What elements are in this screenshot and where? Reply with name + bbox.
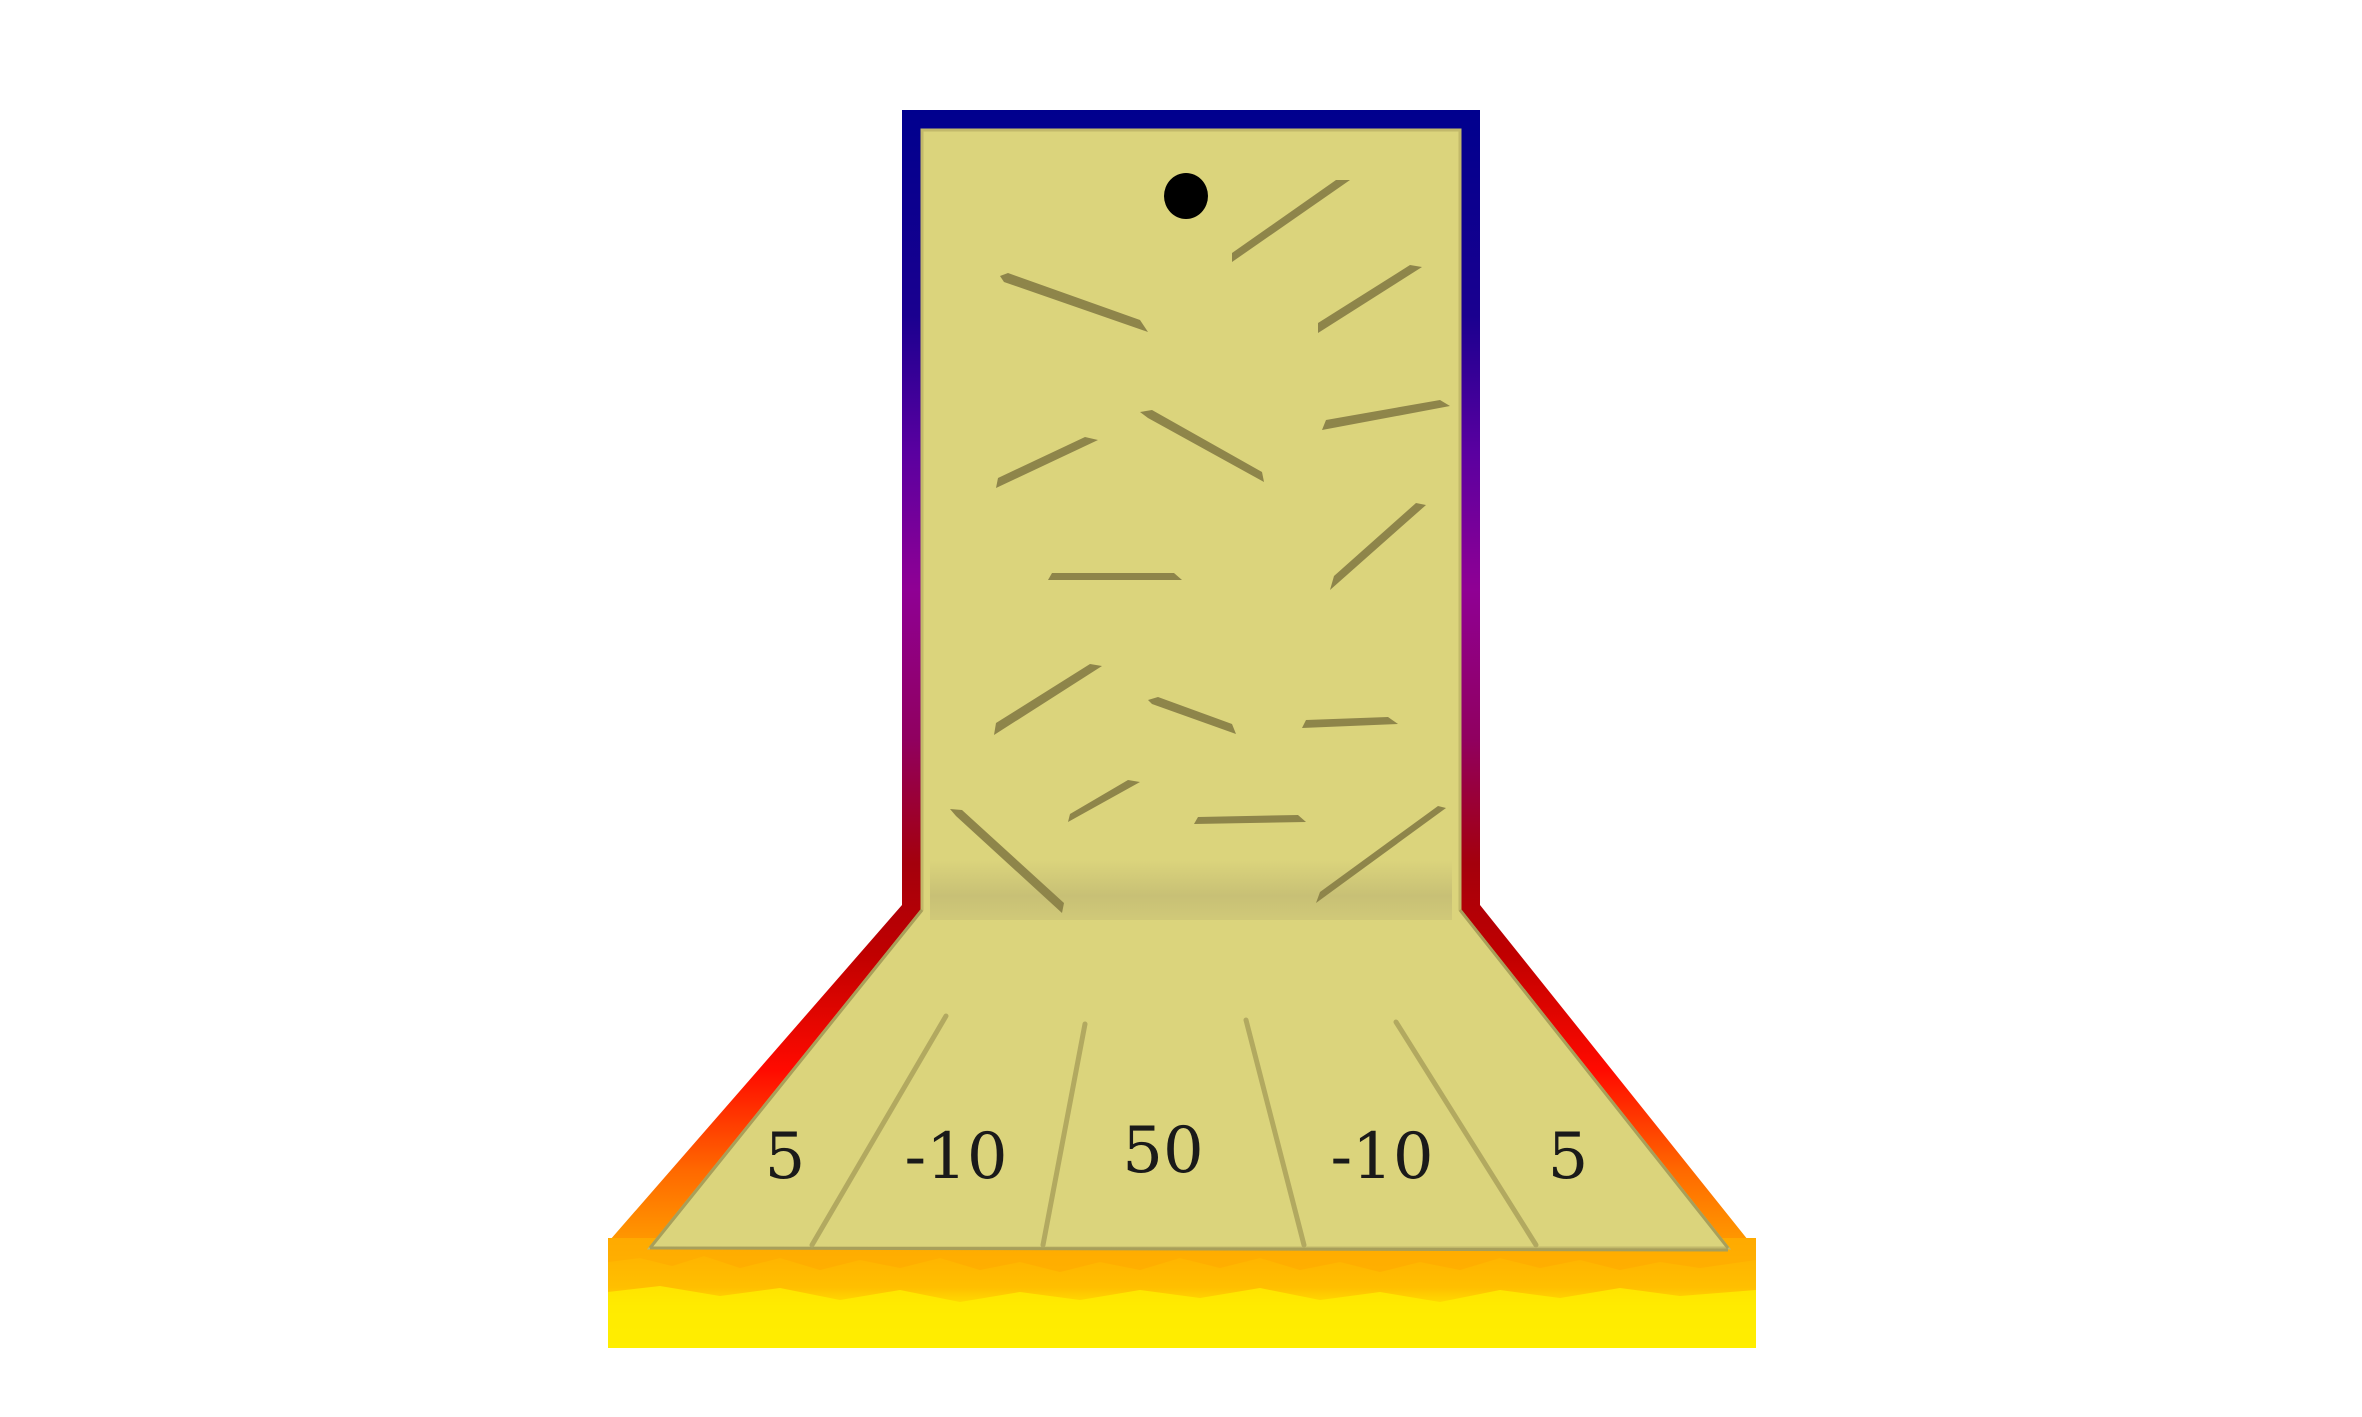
deflector: [950, 809, 1064, 913]
left-funnel-edge: [648, 909, 924, 1249]
slot-score-right-center: -10: [1330, 1120, 1433, 1194]
board-shadow: [930, 860, 1452, 920]
deflector: [1302, 717, 1398, 728]
deflector: [994, 664, 1102, 735]
slot-dividers: [809, 1013, 1539, 1248]
deflectors: [950, 180, 1450, 913]
deflector: [1148, 697, 1236, 734]
ball[interactable]: [1164, 173, 1208, 219]
deflector: [1318, 265, 1422, 333]
slot-divider: [1243, 1017, 1307, 1248]
deflector: [1232, 180, 1350, 262]
slot-divider: [1393, 1019, 1539, 1248]
deflector: [1140, 410, 1264, 482]
slot-divider: [809, 1013, 949, 1248]
deflector: [1330, 503, 1426, 590]
slot-score-left-center: -10: [904, 1120, 1007, 1194]
deflector: [1000, 273, 1148, 332]
deflector: [1068, 780, 1140, 822]
deflector: [996, 437, 1098, 488]
deflector: [1194, 815, 1306, 824]
board-surface: [646, 128, 1732, 1250]
deflector: [1316, 806, 1446, 903]
slot-divider: [1040, 1021, 1088, 1248]
right-funnel-edge: [1458, 909, 1730, 1249]
deflector: [1048, 573, 1182, 580]
base-edge: [649, 1246, 1729, 1252]
deflector: [1322, 400, 1450, 430]
fire-base: [608, 1238, 1756, 1348]
slot-score-center: 50: [1122, 1114, 1203, 1188]
slot-labels: 5 -10 50 -10 5: [765, 1114, 1589, 1194]
slot-score-right: 5: [1548, 1120, 1589, 1194]
slot-score-left: 5: [765, 1120, 806, 1194]
